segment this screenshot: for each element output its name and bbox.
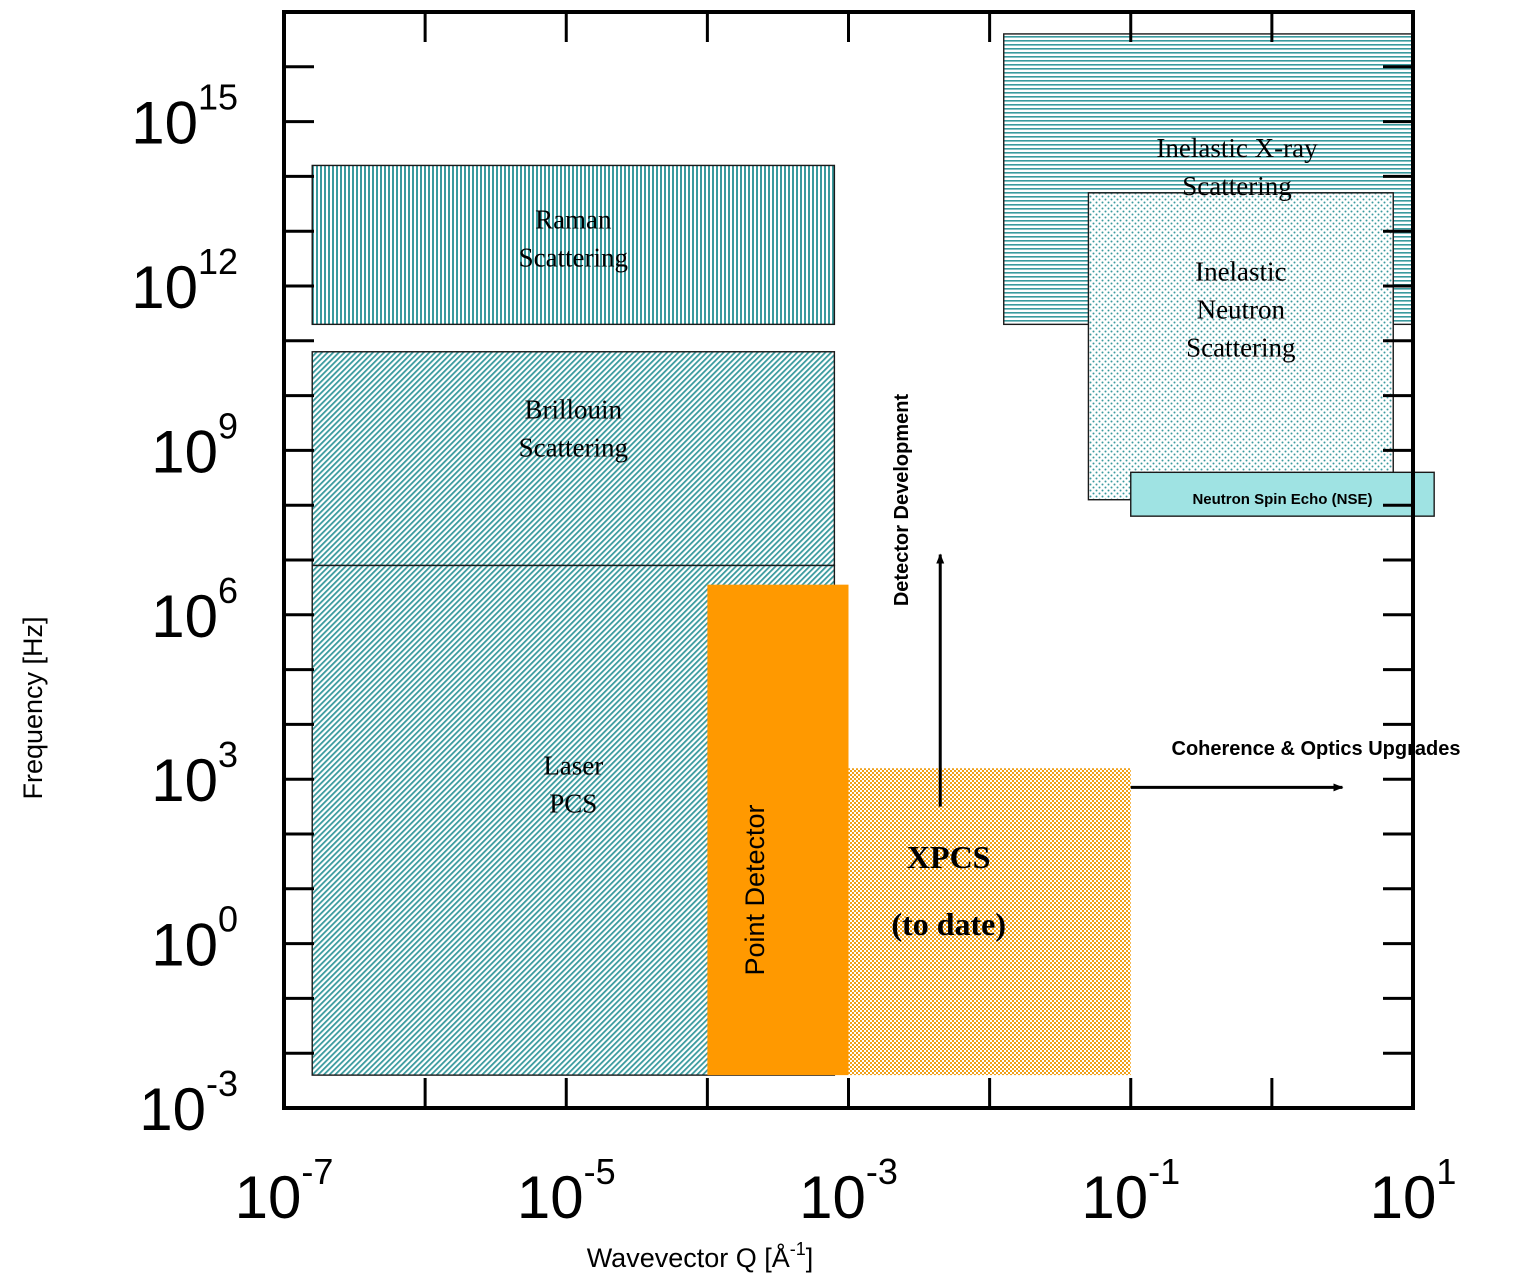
region-brillouin-label-0: Brillouin xyxy=(525,395,623,425)
region-labels: Raman Scattering Brillouin Scattering Laser P… xyxy=(519,133,1373,976)
region-brillouin-label-1: Scattering xyxy=(519,433,628,463)
regions-layer: Raman Scattering Brillouin Scattering Laser P… xyxy=(311,33,1435,1076)
region-raman-box xyxy=(311,164,836,326)
region-nse-box xyxy=(1130,471,1435,517)
region-brillouin xyxy=(311,351,836,567)
x-tick-label-exp: 1 xyxy=(1436,1151,1456,1192)
y-tick-label-1: 100 xyxy=(151,899,238,979)
region-inelastic-neutron xyxy=(1087,192,1394,501)
x-tick-label-1: 10-5 xyxy=(517,1151,616,1231)
y-tick-label-5: 1012 xyxy=(131,241,238,321)
y-tick-label-exp: 9 xyxy=(218,405,238,446)
y-tick-label-base: 10 xyxy=(131,90,198,157)
y-tick-label-2: 103 xyxy=(151,734,238,814)
axes-layer: 10-7 10-5 10-3 10-1 10110-310010310610910121… xyxy=(131,10,1457,1231)
region-inelastic-neutron-box xyxy=(1087,192,1394,501)
region-brillouin-box xyxy=(311,351,836,567)
axis-titles: Wavevector Q [Å-1] Frequency [Hz] xyxy=(18,616,813,1273)
x-tick-label-2: 10-3 xyxy=(799,1151,898,1231)
y-tick-label-exp: 6 xyxy=(218,570,238,611)
x-tick-label-exp: -1 xyxy=(1148,1151,1180,1192)
region-nse xyxy=(1130,471,1435,517)
y-tick-label-0: 10-3 xyxy=(139,1063,238,1143)
y-tick-label-base: 10 xyxy=(131,254,198,321)
x-axis-title-end: ] xyxy=(806,1243,814,1273)
region-raman xyxy=(311,164,836,326)
y-tick-label-exp: 15 xyxy=(198,77,238,118)
y-tick-label-base: 10 xyxy=(151,747,218,814)
x-tick-label-3: 10-1 xyxy=(1081,1151,1180,1231)
x-tick-label-exp: -3 xyxy=(866,1151,898,1192)
annotation-detector-development-label: Detector Development xyxy=(891,394,913,607)
region-point-detector-label: Point Detector xyxy=(740,804,770,975)
x-tick-label-base: 10 xyxy=(1081,1164,1148,1231)
region-laser-pcs-label-1: PCS xyxy=(549,789,597,819)
x-tick-label-exp: -7 xyxy=(301,1151,333,1192)
y-tick-label-exp: 12 xyxy=(198,241,238,282)
region-nse-label-0: Neutron Spin Echo (NSE) xyxy=(1192,491,1372,508)
y-tick-label-base: 10 xyxy=(139,1076,206,1143)
region-inelastic-neutron-label-1: Neutron xyxy=(1197,294,1286,324)
region-inelastic-xray-label-0: Inelastic X-ray xyxy=(1156,133,1318,163)
annotation-coherence-optics: Coherence & Optics Upgrades xyxy=(1130,738,1461,792)
region-raman-label-1: Scattering xyxy=(519,243,628,273)
y-axis-title: Frequency [Hz] xyxy=(18,616,48,799)
x-axis-title-main: Wavevector Q [Å xyxy=(587,1242,790,1273)
annotations-layer: Detector Development Coherence & Optics U… xyxy=(891,394,1460,807)
x-tick-label-0: 10-7 xyxy=(235,1151,334,1231)
region-laser-pcs-label-0: Laser xyxy=(543,751,603,781)
y-tick-label-exp: -3 xyxy=(206,1063,238,1104)
x-tick-label-base: 10 xyxy=(799,1164,866,1231)
region-point-detector xyxy=(707,584,849,1076)
region-xpcs-label-1: (to date) xyxy=(891,906,1006,942)
region-xpcs xyxy=(848,768,1131,1076)
annotation-detector-development: Detector Development xyxy=(891,394,945,807)
y-tick-label-3: 106 xyxy=(151,570,238,650)
x-tick-label-base: 10 xyxy=(1370,1164,1437,1231)
region-inelastic-xray-label-1: Scattering xyxy=(1182,171,1291,201)
y-tick-label-6: 1015 xyxy=(131,77,238,157)
y-tick-label-exp: 0 xyxy=(218,899,238,940)
x-tick-label-base: 10 xyxy=(517,1164,584,1231)
y-tick-label-base: 10 xyxy=(151,912,218,979)
y-tick-label-4: 109 xyxy=(151,405,238,485)
x-axis-title-sup: -1 xyxy=(790,1239,806,1259)
x-tick-label-exp: -5 xyxy=(584,1151,616,1192)
region-xpcs-label-0: XPCS xyxy=(907,839,991,875)
x-tick-label-4: 101 xyxy=(1370,1151,1457,1231)
x-axis-title: Wavevector Q [Å-1] xyxy=(587,1239,814,1273)
y-tick-label-base: 10 xyxy=(151,418,218,485)
region-inelastic-neutron-label-2: Scattering xyxy=(1186,332,1295,362)
y-tick-label-exp: 3 xyxy=(218,734,238,775)
region-raman-label-0: Raman xyxy=(535,205,612,235)
region-point-detector-box xyxy=(707,584,849,1076)
y-tick-label-base: 10 xyxy=(151,583,218,650)
region-inelastic-neutron-label-0: Inelastic xyxy=(1195,256,1286,286)
region-xpcs-box xyxy=(848,768,1131,1076)
x-tick-label-base: 10 xyxy=(235,1164,302,1231)
annotation-coherence-optics-label: Coherence & Optics Upgrades xyxy=(1172,738,1461,760)
